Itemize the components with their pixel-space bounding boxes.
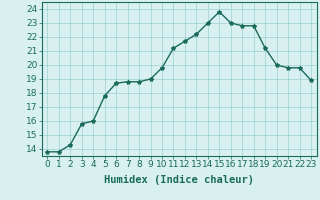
X-axis label: Humidex (Indice chaleur): Humidex (Indice chaleur) — [104, 175, 254, 185]
